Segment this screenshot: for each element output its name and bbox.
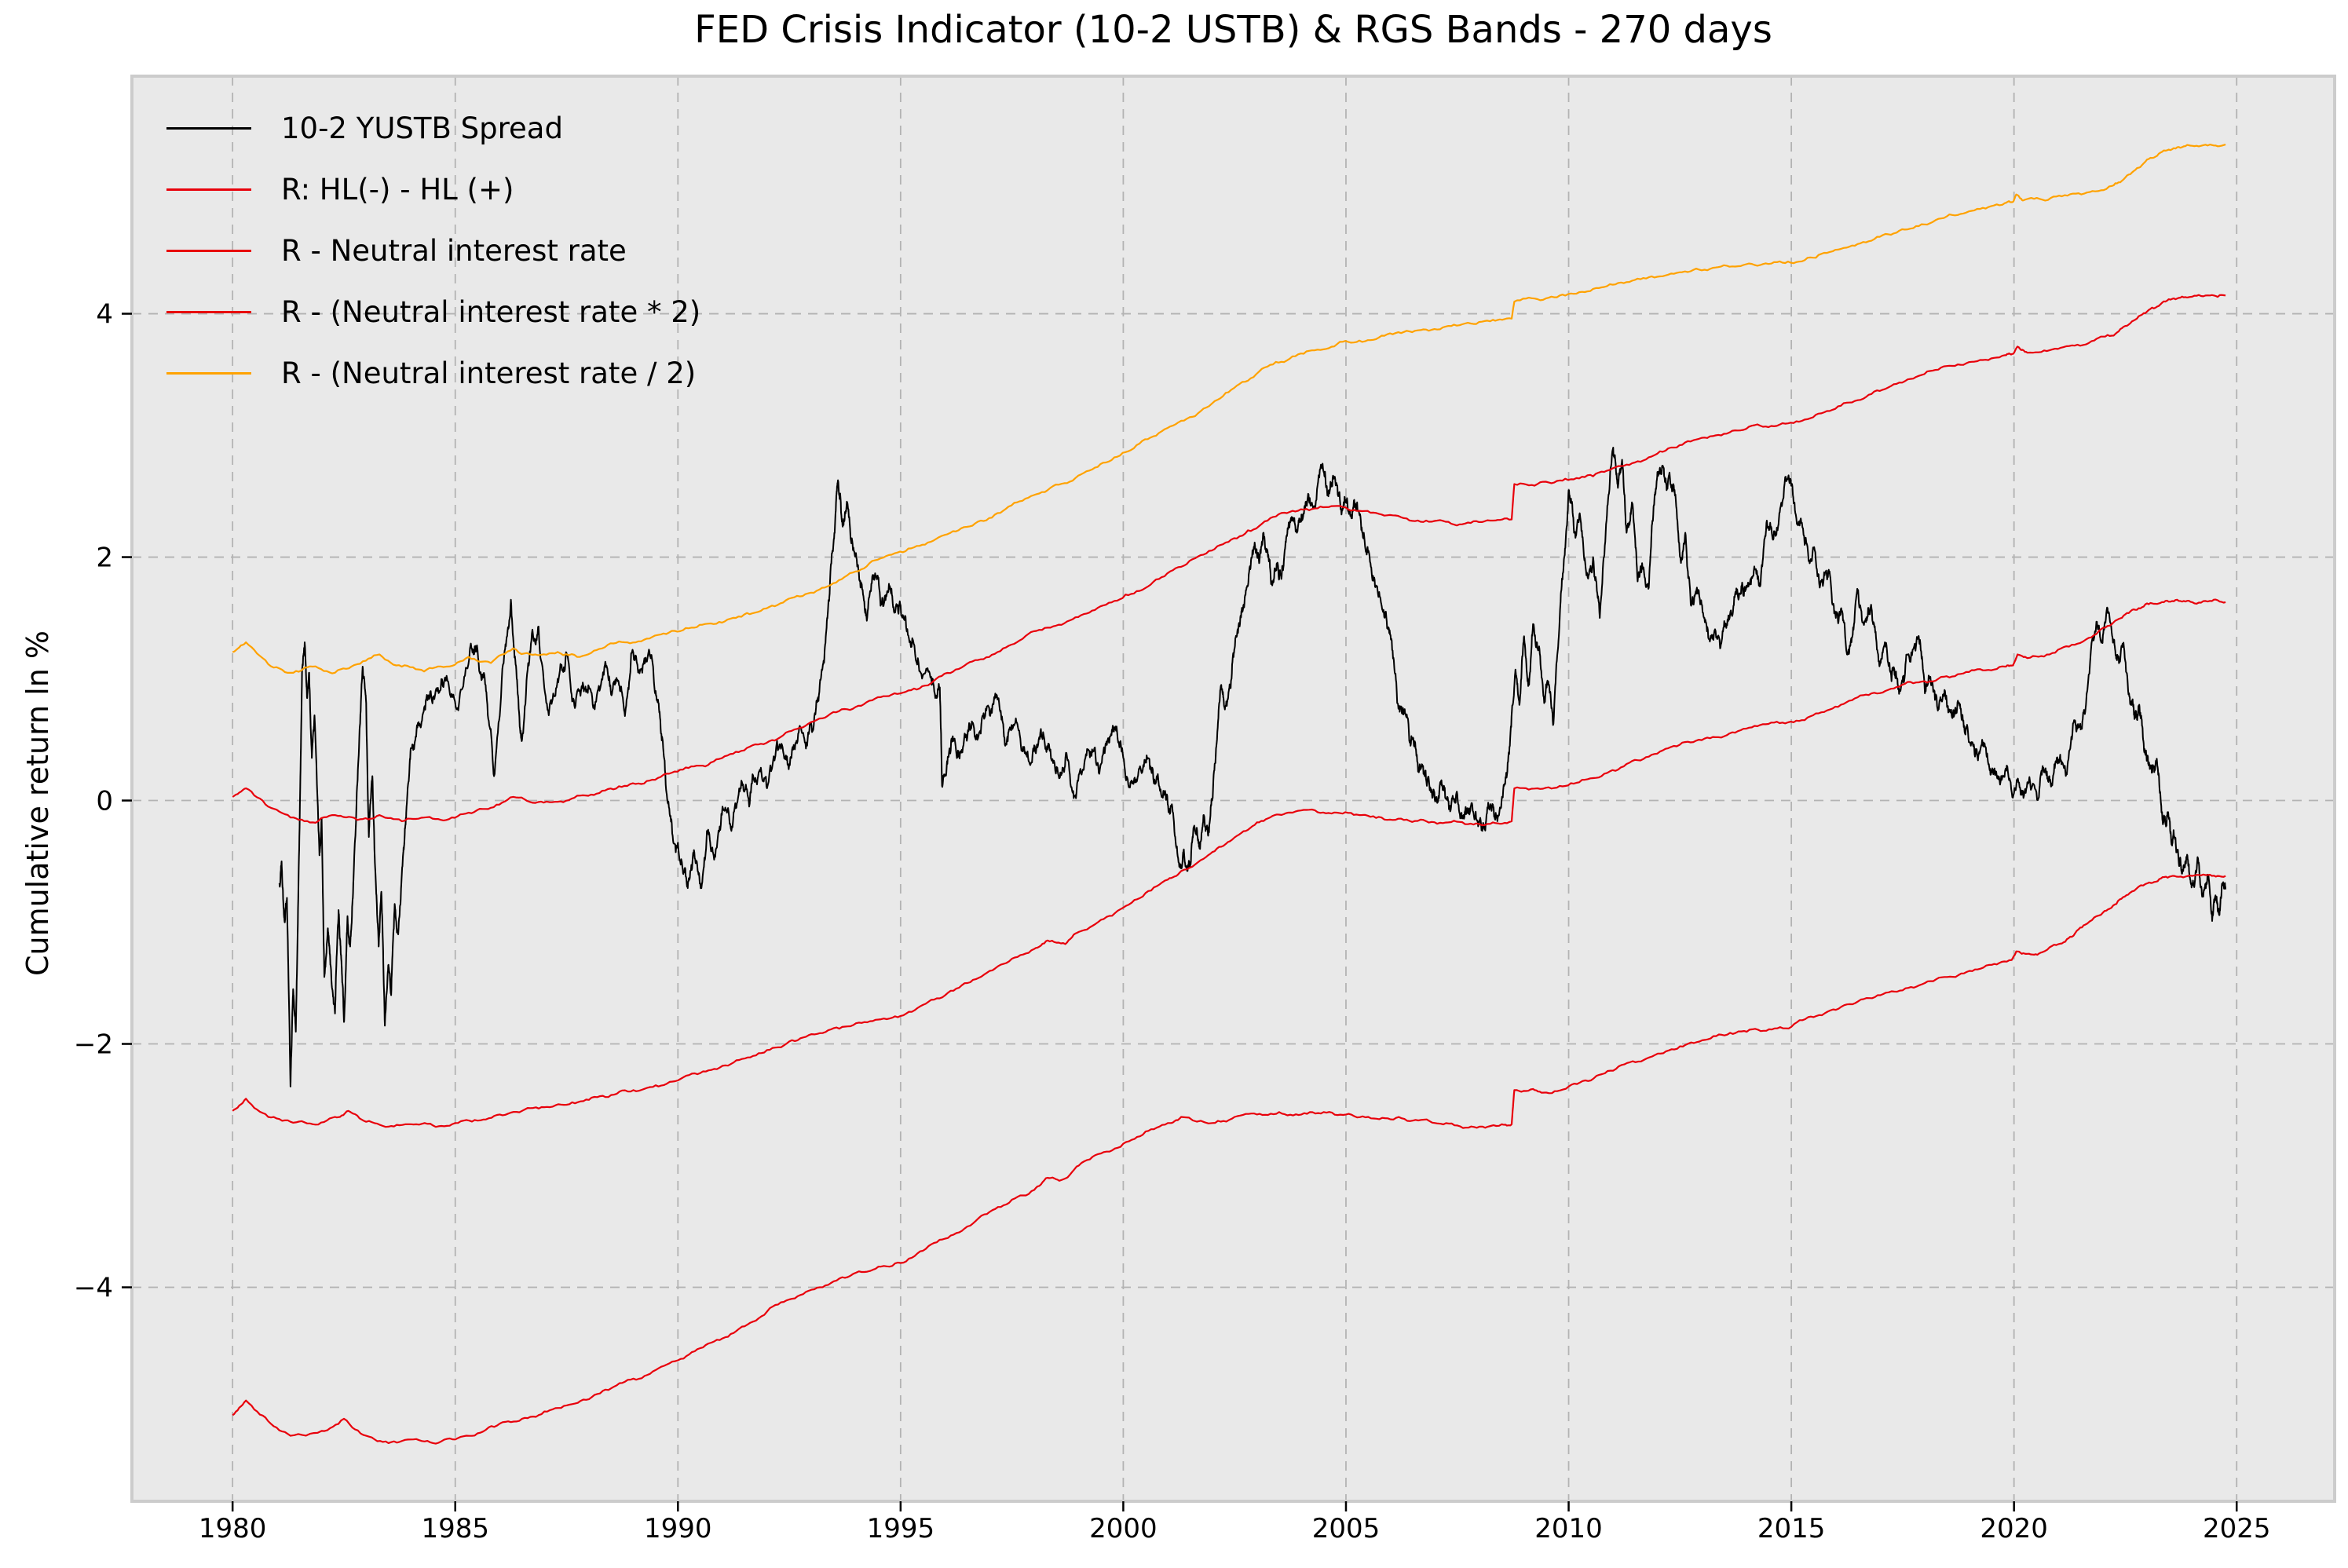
y-tick-label: 2 [96,543,113,574]
legend-line-sample [166,249,251,252]
x-tick-label: 1990 [644,1513,712,1544]
legend-item-label: 10-2 YUSTB Spread [281,111,563,145]
x-tick-label: 2025 [2203,1513,2271,1544]
series-line-3 [232,873,2226,1445]
legend-item: R - (Neutral interest rate * 2) [166,281,700,342]
legend-line-sample [166,310,251,313]
x-tick-label: 2015 [1757,1513,1826,1544]
y-axis-label: Cumulative return ln % [20,630,55,977]
legend: 10-2 YUSTB Spread R: HL(-) - HL (+) R - Ne… [166,97,700,404]
legend-line-sample [166,188,251,191]
series-line-1 [232,294,2226,824]
series-line-0 [278,447,2227,1087]
y-tick-label: −4 [74,1273,113,1304]
axis-spine [130,75,2336,1503]
x-tick-label: 1985 [421,1513,489,1544]
legend-item-label: R - (Neutral interest rate * 2) [281,294,701,329]
legend-item-label: R - Neutral interest rate [281,233,627,268]
x-tick-label: 1995 [867,1513,935,1544]
x-tick-label: 2020 [1980,1513,2048,1544]
x-tick-label: 1980 [199,1513,267,1544]
legend-item: R - (Neutral interest rate / 2) [166,342,700,404]
legend-item: R - Neutral interest rate [166,220,700,281]
legend-item-label: R - (Neutral interest rate / 2) [281,356,697,390]
legend-item: 10-2 YUSTB Spread [166,97,700,159]
series-line-4 [232,144,2226,674]
legend-line-sample [166,126,251,130]
series-line-2 [232,598,2226,1128]
legend-line-sample [166,371,251,375]
x-tick-label: 2005 [1312,1513,1381,1544]
y-tick-label: −2 [74,1029,113,1061]
legend-item-label: R: HL(-) - HL (+) [281,172,514,207]
legend-item: R: HL(-) - HL (+) [166,159,700,220]
y-tick-label: 4 [96,299,113,331]
y-tick-label: 0 [96,786,113,817]
x-tick-label: 2010 [1534,1513,1603,1544]
x-tick-label: 2000 [1089,1513,1158,1544]
chart-title: FED Crisis Indicator (10-2 USTB) & RGS B… [694,8,1772,52]
